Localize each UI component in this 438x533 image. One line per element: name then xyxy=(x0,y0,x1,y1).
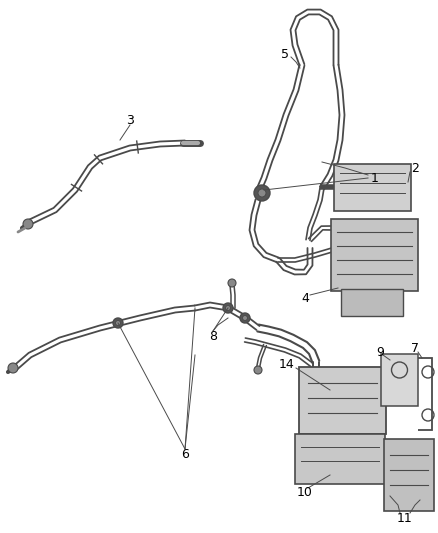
Circle shape xyxy=(116,320,120,326)
Text: 2: 2 xyxy=(411,161,419,174)
FancyBboxPatch shape xyxy=(331,219,418,291)
Circle shape xyxy=(113,318,123,328)
Text: 6: 6 xyxy=(181,448,189,462)
Text: 9: 9 xyxy=(376,345,384,359)
Circle shape xyxy=(254,366,262,374)
FancyBboxPatch shape xyxy=(341,289,403,316)
Circle shape xyxy=(23,219,33,229)
Text: 14: 14 xyxy=(279,359,295,372)
FancyBboxPatch shape xyxy=(384,439,434,511)
FancyBboxPatch shape xyxy=(334,164,411,211)
Circle shape xyxy=(258,189,266,197)
Text: 5: 5 xyxy=(281,49,289,61)
Circle shape xyxy=(254,185,270,201)
Circle shape xyxy=(8,363,18,373)
FancyBboxPatch shape xyxy=(299,367,386,434)
Text: 4: 4 xyxy=(301,292,309,304)
Text: 11: 11 xyxy=(397,512,413,524)
Text: 7: 7 xyxy=(411,342,419,354)
Circle shape xyxy=(240,313,250,323)
Circle shape xyxy=(243,316,247,320)
Text: 10: 10 xyxy=(297,487,313,499)
Circle shape xyxy=(223,303,233,313)
Text: 8: 8 xyxy=(209,330,217,343)
FancyBboxPatch shape xyxy=(381,354,418,406)
FancyBboxPatch shape xyxy=(295,434,385,484)
Circle shape xyxy=(228,279,236,287)
Circle shape xyxy=(226,305,230,311)
Text: 3: 3 xyxy=(126,114,134,126)
Text: 1: 1 xyxy=(371,172,379,184)
